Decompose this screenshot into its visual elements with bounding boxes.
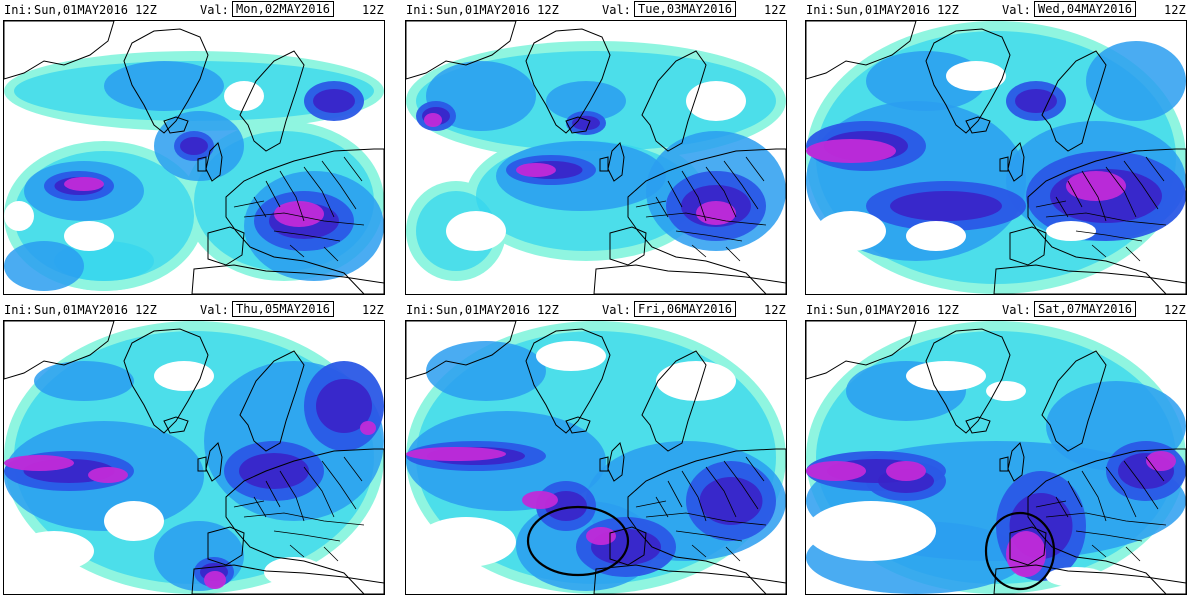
precipitation-map — [405, 320, 787, 595]
map-canvas — [806, 21, 1186, 294]
precip-field — [806, 321, 1186, 594]
precip-field — [4, 51, 384, 291]
precipitation-map — [405, 20, 787, 295]
ini-label: Ini: — [4, 303, 33, 317]
val-label: Val: — [200, 303, 229, 317]
precipitation-map — [3, 20, 385, 295]
precipitation-map — [805, 20, 1187, 295]
panel-header: Ini: Sun,01MAY2016 12Z Val: Tue,03MAY201… — [406, 1, 794, 19]
coastlines — [4, 21, 384, 294]
panel-header: Ini: Sun,01MAY2016 12Z Val: Wed,04MAY201… — [806, 1, 1194, 19]
valid-hour: 12Z — [1164, 303, 1186, 317]
valid-hour: 12Z — [764, 303, 786, 317]
valid-hour: 12Z — [764, 3, 786, 17]
forecast-panel-1: Ini: Sun,01MAY2016 12Z Val: Mon,02MAY201… — [0, 0, 392, 296]
panel-header: Ini: Sun,01MAY2016 12Z Val: Sat,07MAY201… — [806, 301, 1194, 319]
map-canvas — [4, 21, 384, 294]
valid-hour: 12Z — [362, 303, 384, 317]
precip-field — [406, 41, 786, 281]
ini-date: Sun,01MAY2016 12Z — [34, 303, 157, 317]
map-canvas — [4, 321, 384, 594]
ini-label: Ini: — [4, 3, 33, 17]
coastlines — [406, 321, 786, 594]
highlight-circle — [984, 511, 1056, 591]
valid-date-box: Tue,03MAY2016 — [634, 1, 736, 17]
valid-hour: 12Z — [362, 3, 384, 17]
ini-date: Sun,01MAY2016 12Z — [436, 3, 559, 17]
valid-date-box: Thu,05MAY2016 — [232, 301, 334, 317]
map-canvas — [406, 321, 786, 594]
ini-label: Ini: — [406, 3, 435, 17]
coastlines — [4, 321, 384, 594]
coastlines — [406, 21, 786, 294]
panel-header: Ini: Sun,01MAY2016 12Z Val: Fri,06MAY201… — [406, 301, 794, 319]
ini-label: Ini: — [406, 303, 435, 317]
precip-field — [406, 321, 786, 594]
precip-field — [806, 21, 1186, 294]
ini-label: Ini: — [806, 3, 835, 17]
map-canvas — [406, 21, 786, 294]
forecast-panel-6: Ini: Sun,01MAY2016 12Z Val: Sat,07MAY201… — [802, 300, 1194, 596]
ini-date: Sun,01MAY2016 12Z — [836, 303, 959, 317]
precip-field — [4, 321, 384, 594]
panel-header: Ini: Sun,01MAY2016 12Z Val: Thu,05MAY201… — [4, 301, 392, 319]
val-label: Val: — [602, 303, 631, 317]
forecast-panel-2: Ini: Sun,01MAY2016 12Z Val: Tue,03MAY201… — [402, 0, 794, 296]
forecast-panel-3: Ini: Sun,01MAY2016 12Z Val: Wed,04MAY201… — [802, 0, 1194, 296]
ini-date: Sun,01MAY2016 12Z — [436, 303, 559, 317]
coastlines — [806, 21, 1186, 294]
valid-hour: 12Z — [1164, 3, 1186, 17]
map-canvas — [806, 321, 1186, 594]
precipitation-map — [805, 320, 1187, 595]
val-label: Val: — [602, 3, 631, 17]
valid-date-box: Sat,07MAY2016 — [1034, 301, 1136, 317]
highlight-circle — [526, 505, 630, 577]
coastlines — [806, 321, 1186, 594]
valid-date-box: Fri,06MAY2016 — [634, 301, 736, 317]
precipitation-map — [3, 320, 385, 595]
ini-date: Sun,01MAY2016 12Z — [34, 3, 157, 17]
valid-date-box: Wed,04MAY2016 — [1034, 1, 1136, 17]
panel-header: Ini: Sun,01MAY2016 12Z Val: Mon,02MAY201… — [4, 1, 392, 19]
forecast-panel-4: Ini: Sun,01MAY2016 12Z Val: Thu,05MAY201… — [0, 300, 392, 596]
valid-date-box: Mon,02MAY2016 — [232, 1, 334, 17]
forecast-panel-5: Ini: Sun,01MAY2016 12Z Val: Fri,06MAY201… — [402, 300, 794, 596]
val-label: Val: — [1002, 3, 1031, 17]
ini-date: Sun,01MAY2016 12Z — [836, 3, 959, 17]
ini-label: Ini: — [806, 303, 835, 317]
val-label: Val: — [200, 3, 229, 17]
val-label: Val: — [1002, 303, 1031, 317]
